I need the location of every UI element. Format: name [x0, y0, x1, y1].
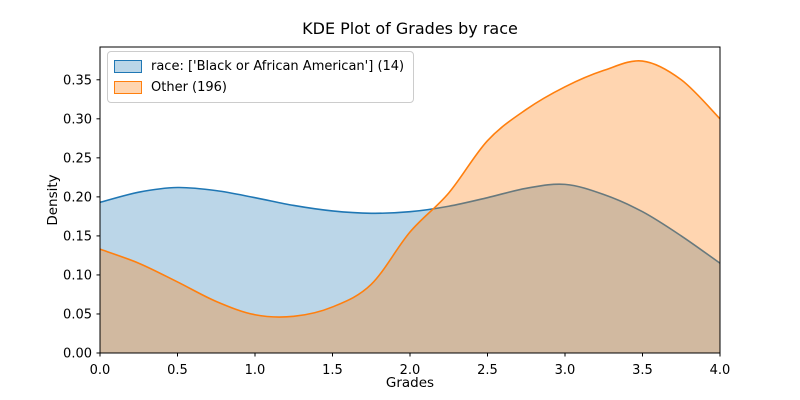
y-tick-label: 0.00 [63, 347, 92, 362]
chart-title: KDE Plot of Grades by race [302, 19, 518, 38]
x-tick-label: 1.5 [322, 363, 343, 378]
x-tick-label: 3.5 [632, 363, 653, 378]
y-tick-label: 0.35 [63, 73, 92, 88]
legend-label-0: race: ['Black or African American'] (14) [151, 59, 405, 74]
kde-area-series-0 [100, 184, 720, 353]
x-tick-label: 2.5 [477, 363, 498, 378]
x-tick-label: 2.0 [400, 363, 421, 378]
legend-item-1: Other (196) [114, 77, 404, 98]
legend: race: ['Black or African American'] (14)… [107, 51, 415, 103]
y-tick-label: 0.25 [63, 151, 92, 166]
kde-line-series-0 [99, 183, 721, 264]
legend-item-0: race: ['Black or African American'] (14) [114, 56, 404, 77]
x-tick-label: 1.0 [245, 363, 266, 378]
y-tick-label: 0.15 [63, 229, 92, 244]
x-tick-label: 0.5 [167, 363, 188, 378]
x-axis-label: Grades [385, 375, 435, 391]
kde-area-series-1 [100, 60, 720, 354]
y-tick-label: 0.30 [63, 112, 92, 127]
legend-swatch-0 [114, 60, 142, 73]
kde-line-series-1 [99, 60, 721, 318]
x-tick-label: 4.0 [710, 363, 731, 378]
y-tick-label: 0.10 [63, 268, 92, 283]
x-tick-label: 3.0 [555, 363, 576, 378]
y-tick-label: 0.20 [63, 190, 92, 205]
x-tick-label: 0.0 [90, 363, 111, 378]
legend-swatch-1 [114, 81, 142, 94]
y-tick-label: 0.05 [63, 307, 92, 322]
legend-label-1: Other (196) [151, 80, 228, 95]
